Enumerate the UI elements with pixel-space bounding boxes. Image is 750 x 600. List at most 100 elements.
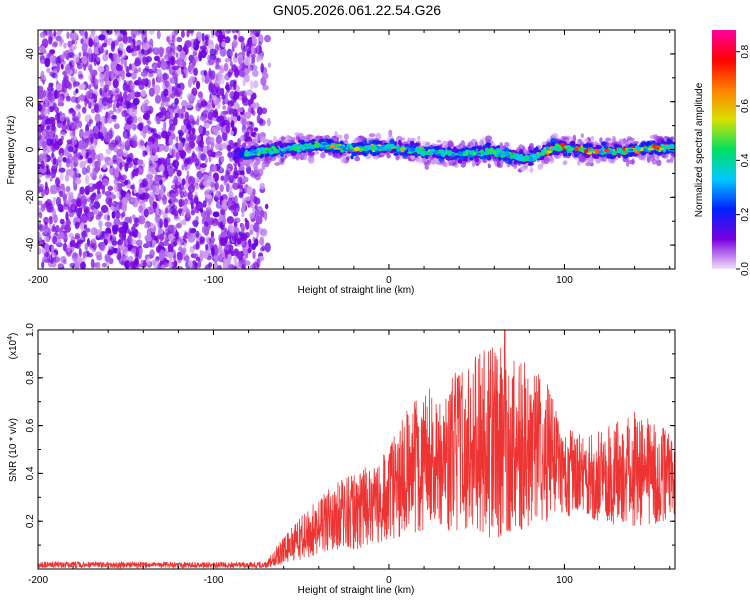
noise-blob	[189, 75, 196, 82]
noise-blob	[170, 205, 178, 211]
noise-blob	[116, 148, 124, 157]
noise-blob	[172, 37, 178, 43]
noise-blob	[90, 142, 97, 150]
signal-blob	[661, 140, 665, 143]
noise-blob	[254, 204, 258, 210]
noise-blob	[195, 230, 200, 238]
noise-blob	[69, 168, 74, 178]
noise-blob	[69, 107, 74, 114]
noise-blob	[225, 82, 230, 91]
noise-blob	[245, 42, 253, 48]
signal-blob	[362, 140, 368, 145]
noise-blob	[169, 192, 177, 203]
noise-blob	[115, 64, 123, 72]
noise-blob	[261, 245, 266, 252]
noise-blob	[120, 189, 124, 195]
signal-halo-blob	[485, 135, 492, 142]
noise-blob	[59, 152, 64, 162]
noise-blob	[80, 261, 86, 269]
noise-blob	[44, 258, 51, 263]
noise-blob	[103, 76, 108, 83]
noise-blob	[121, 72, 125, 81]
noise-blob	[251, 56, 256, 64]
noise-blob	[101, 178, 109, 187]
noise-blob	[237, 54, 244, 65]
noise-blob	[209, 48, 217, 56]
noise-blob	[81, 230, 87, 238]
noise-blob	[246, 89, 253, 96]
noise-blob	[227, 71, 232, 78]
noise-blob	[99, 242, 106, 252]
noise-blob	[113, 123, 120, 130]
noise-blob	[234, 52, 238, 59]
noise-blob	[69, 262, 76, 268]
noise-blob	[49, 130, 54, 140]
signal-blob	[464, 157, 468, 162]
noise-blob	[66, 244, 71, 253]
noise-blob	[97, 78, 104, 83]
noise-blob	[236, 238, 242, 245]
signal-halo-blob	[651, 158, 657, 165]
noise-blob	[114, 167, 119, 178]
signal-halo-blob	[605, 137, 611, 141]
noise-blob	[205, 37, 210, 43]
noise-blob	[115, 204, 120, 211]
noise-blob	[249, 169, 255, 177]
noise-blob	[259, 182, 265, 190]
noise-blob	[162, 194, 168, 205]
noise-blob	[55, 71, 59, 80]
noise-blob	[137, 159, 144, 165]
noise-blob	[204, 130, 210, 136]
signal-blob	[433, 146, 439, 150]
noise-blob	[253, 127, 259, 132]
noise-blob	[250, 30, 257, 35]
noise-blob	[105, 196, 113, 205]
noise-blob	[130, 248, 137, 254]
noise-blob	[74, 221, 80, 230]
noise-blob	[94, 103, 99, 113]
signal-halo-blob	[294, 132, 301, 136]
signal-halo-blob	[504, 141, 509, 148]
noise-blob	[173, 175, 179, 184]
noise-blob	[202, 174, 209, 181]
noise-blob	[249, 229, 254, 235]
noise-blob	[142, 192, 150, 200]
noise-blob	[228, 191, 234, 199]
figure-title: GN05.2026.061.22.54.G26	[273, 2, 441, 18]
noise-blob	[93, 209, 100, 215]
noise-blob	[220, 175, 225, 181]
noise-blob	[80, 93, 84, 103]
noise-blob	[234, 68, 240, 78]
noise-blob	[52, 157, 57, 165]
noise-blob	[256, 106, 263, 116]
noise-blob	[121, 211, 126, 218]
noise-blob	[64, 224, 71, 233]
noise-blob	[108, 244, 113, 250]
signal-blob	[666, 138, 671, 143]
noise-blob	[166, 251, 174, 258]
noise-blob	[79, 160, 86, 169]
signal-halo-blob	[455, 144, 462, 150]
noise-blob	[112, 87, 115, 95]
noise-blob	[219, 251, 224, 261]
noise-blob	[179, 190, 184, 199]
noise-blob	[95, 261, 101, 269]
noise-blob	[225, 124, 231, 133]
noise-blob	[38, 234, 43, 241]
noise-blob	[87, 211, 95, 218]
noise-blob	[233, 248, 239, 257]
signal-halo-blob	[274, 162, 281, 166]
noise-blob	[222, 100, 226, 106]
noise-blob	[81, 167, 88, 176]
noise-blob	[224, 36, 231, 44]
noise-blob	[61, 232, 68, 240]
signal-halo-blob	[320, 151, 326, 159]
noise-blob	[97, 43, 102, 48]
noise-blob	[212, 110, 219, 118]
noise-blob	[107, 102, 113, 108]
noise-blob	[178, 198, 183, 208]
noise-blob	[243, 45, 248, 52]
noise-blob	[214, 247, 220, 255]
noise-blob	[88, 134, 96, 141]
noise-blob	[59, 131, 67, 138]
